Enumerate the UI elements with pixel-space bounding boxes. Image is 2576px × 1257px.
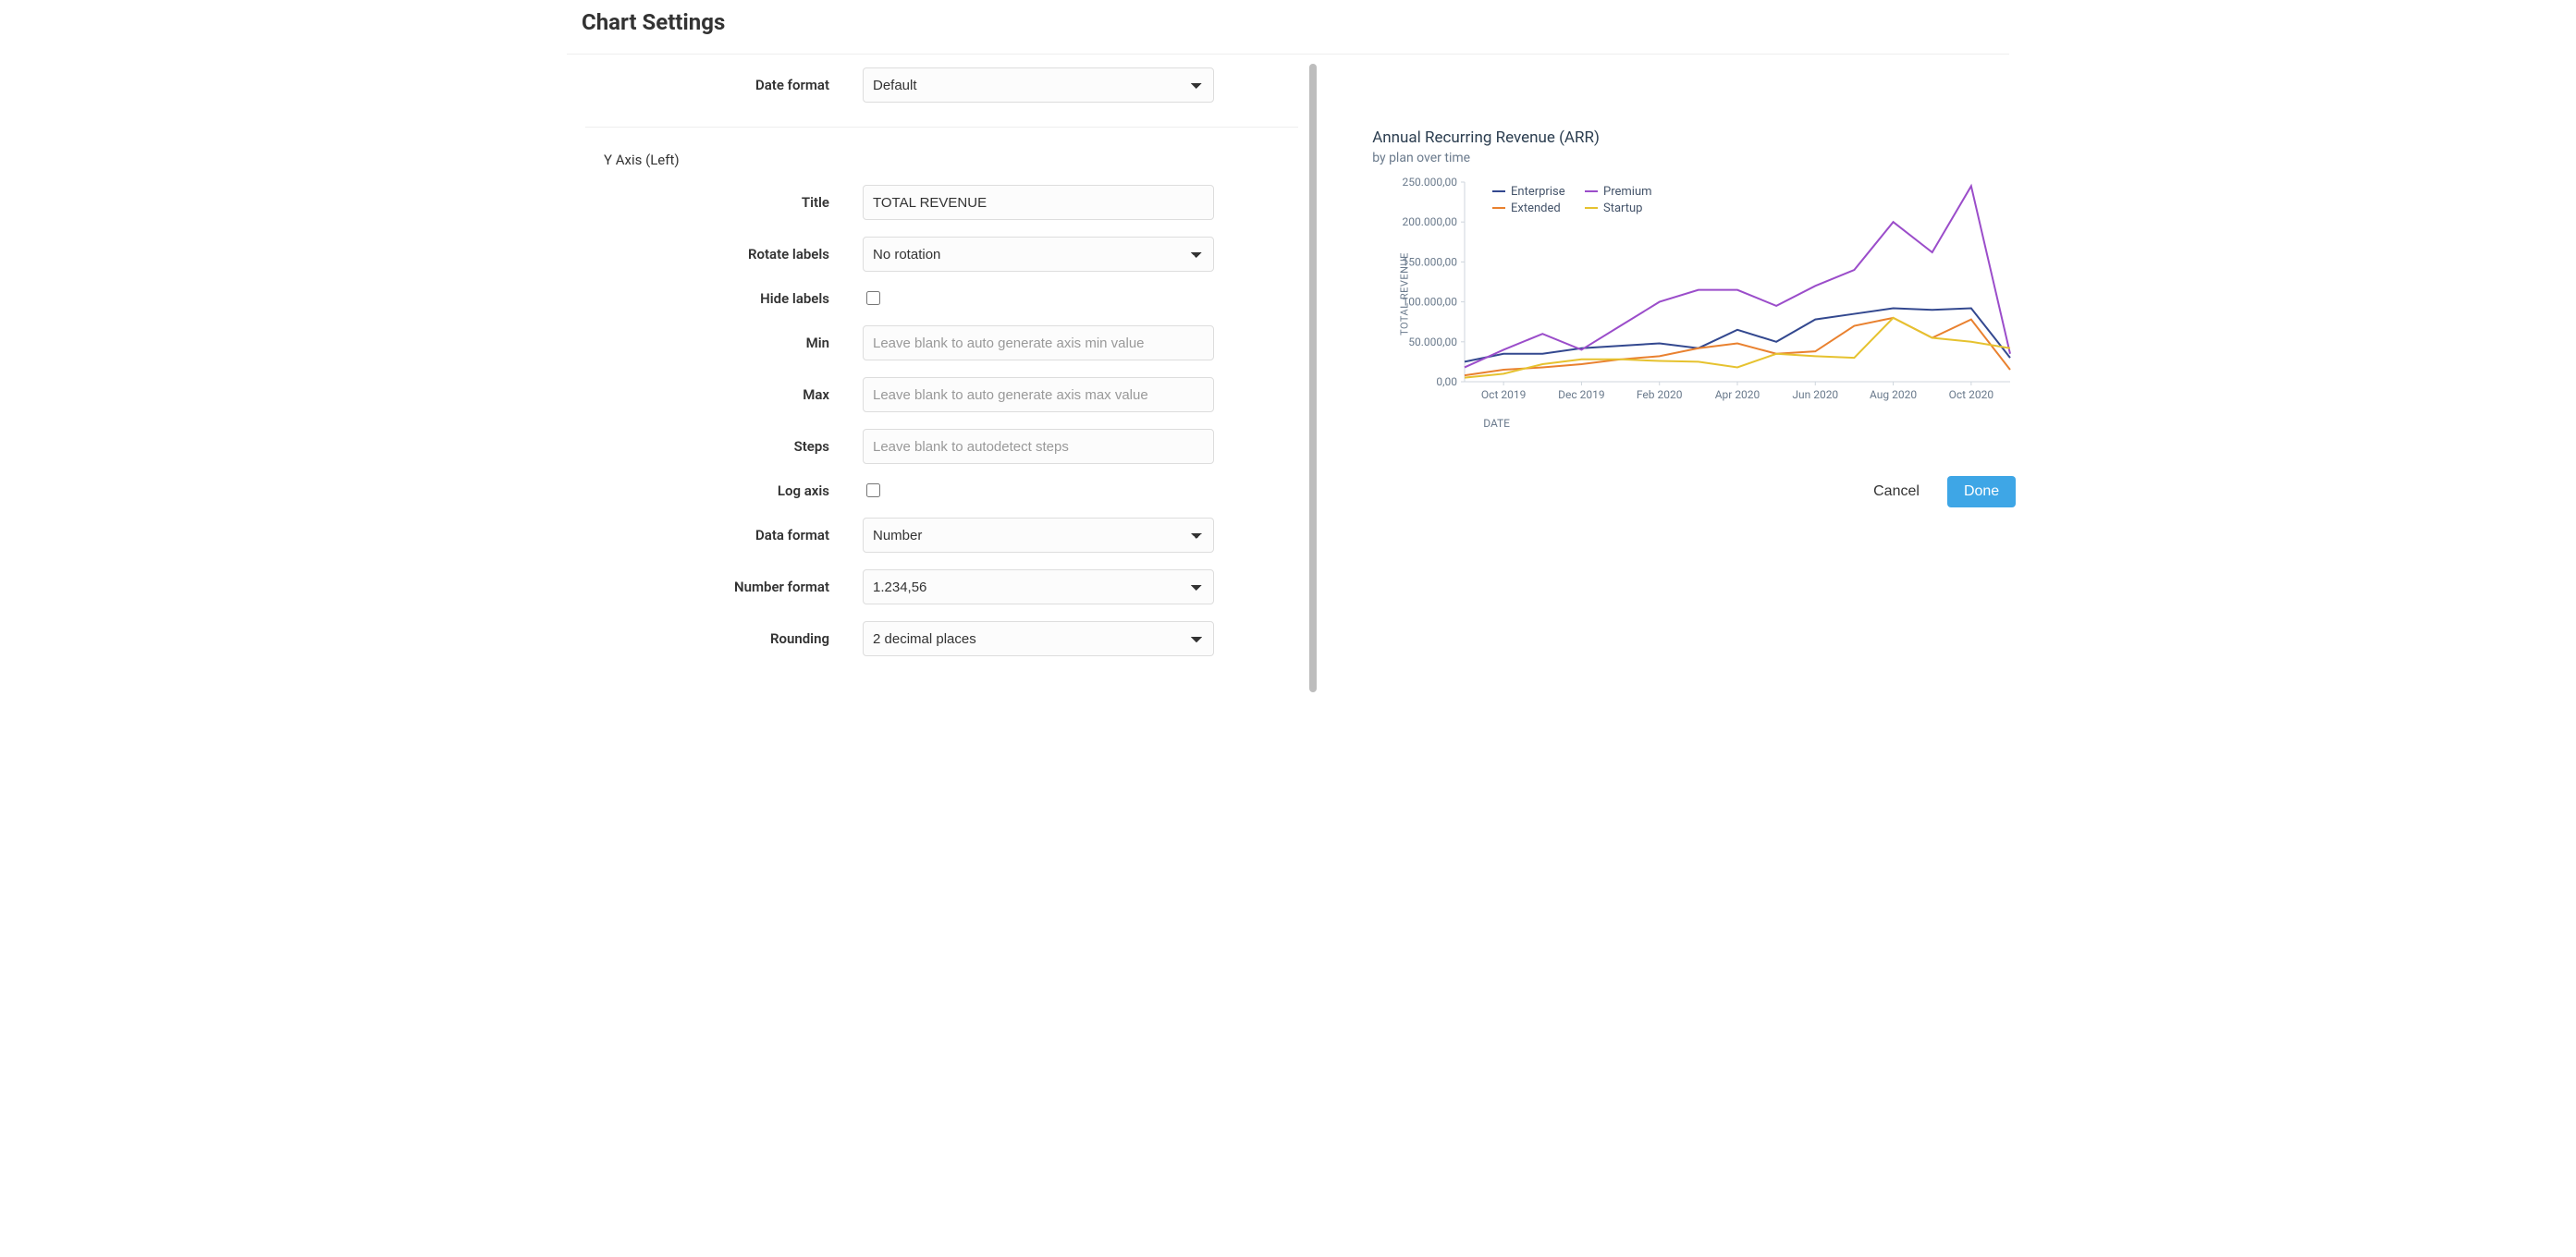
label-log-axis: Log axis bbox=[585, 482, 863, 499]
input-max[interactable] bbox=[863, 377, 1214, 412]
row-rotate-labels: Rotate labels No rotation bbox=[585, 237, 1298, 272]
checkbox-hide-labels[interactable] bbox=[866, 291, 880, 305]
checkbox-log-axis[interactable] bbox=[866, 483, 880, 497]
label-number-format: Number format bbox=[585, 579, 863, 595]
svg-text:250.000,00: 250.000,00 bbox=[1403, 177, 1458, 189]
cancel-button[interactable]: Cancel bbox=[1868, 482, 1925, 501]
row-rounding: Rounding 2 decimal places bbox=[585, 621, 1298, 656]
actions: Cancel Done bbox=[1372, 476, 2019, 507]
svg-text:200.000,00: 200.000,00 bbox=[1403, 215, 1458, 228]
input-min[interactable] bbox=[863, 325, 1214, 360]
label-data-format: Data format bbox=[585, 527, 863, 543]
svg-text:150.000,00: 150.000,00 bbox=[1403, 255, 1458, 268]
row-y-title: Title bbox=[585, 185, 1298, 220]
svg-text:100.000,00: 100.000,00 bbox=[1403, 296, 1458, 309]
row-hide-labels: Hide labels bbox=[585, 288, 1298, 309]
done-button[interactable]: Done bbox=[1947, 476, 2016, 507]
svg-text:Jun 2020: Jun 2020 bbox=[1793, 388, 1839, 401]
row-date-format: Date format Default bbox=[585, 67, 1298, 103]
svg-text:Feb 2020: Feb 2020 bbox=[1637, 388, 1683, 401]
preview-panel: Annual Recurring Revenue (ARR) by plan o… bbox=[1317, 55, 2038, 701]
select-data-format[interactable]: Number bbox=[863, 518, 1214, 553]
settings-panel: Date format Default Y Axis (Left) Title … bbox=[567, 55, 1317, 701]
select-number-format[interactable]: 1.234,56 bbox=[863, 569, 1214, 604]
chart-card: Annual Recurring Revenue (ARR) by plan o… bbox=[1372, 128, 2019, 507]
legend-label-enterprise: Enterprise bbox=[1511, 185, 1565, 199]
row-log-axis: Log axis bbox=[585, 481, 1298, 501]
row-data-format: Data format Number bbox=[585, 518, 1298, 553]
row-steps: Steps bbox=[585, 429, 1298, 464]
chart-subtitle: by plan over time bbox=[1372, 151, 2019, 165]
svg-text:0,00: 0,00 bbox=[1437, 375, 1458, 388]
select-rotate-labels[interactable]: No rotation bbox=[863, 237, 1214, 272]
input-y-title[interactable] bbox=[863, 185, 1214, 220]
series-startup bbox=[1465, 318, 2010, 378]
row-number-format: Number format 1.234,56 bbox=[585, 569, 1298, 604]
legend-label-premium: Premium bbox=[1603, 185, 1652, 199]
page-title: Chart Settings bbox=[582, 9, 1994, 35]
legend-label-extended: Extended bbox=[1511, 201, 1561, 215]
chart-x-axis-label: DATE bbox=[1483, 417, 2019, 430]
svg-text:Apr 2020: Apr 2020 bbox=[1715, 388, 1760, 401]
header: Chart Settings bbox=[567, 0, 2009, 55]
row-min: Min bbox=[585, 325, 1298, 360]
row-max: Max bbox=[585, 377, 1298, 412]
chart-svg: 0,00 50.000,00 100.000,00 150.000,00 200.000… bbox=[1372, 177, 2019, 408]
section-y-axis-left: Y Axis (Left) bbox=[585, 127, 1298, 168]
legend-label-startup: Startup bbox=[1603, 201, 1643, 215]
svg-text:50.000,00: 50.000,00 bbox=[1408, 336, 1457, 348]
select-date-format[interactable]: Default bbox=[863, 67, 1214, 103]
label-date-format: Date format bbox=[585, 77, 863, 93]
label-hide-labels: Hide labels bbox=[585, 290, 863, 307]
label-rounding: Rounding bbox=[585, 630, 863, 647]
label-y-title: Title bbox=[585, 194, 863, 211]
label-max: Max bbox=[585, 386, 863, 403]
chart-title: Annual Recurring Revenue (ARR) bbox=[1372, 128, 2019, 147]
label-min: Min bbox=[585, 335, 863, 351]
svg-text:Dec 2019: Dec 2019 bbox=[1558, 388, 1604, 401]
svg-text:Oct 2019: Oct 2019 bbox=[1481, 388, 1526, 401]
label-rotate-labels: Rotate labels bbox=[585, 246, 863, 262]
select-rounding[interactable]: 2 decimal places bbox=[863, 621, 1214, 656]
svg-text:Oct 2020: Oct 2020 bbox=[1949, 388, 1994, 401]
svg-text:Aug 2020: Aug 2020 bbox=[1870, 388, 1917, 401]
input-steps[interactable] bbox=[863, 429, 1214, 464]
label-steps: Steps bbox=[585, 438, 863, 455]
chart-y-axis-label: TOTAL REVENUE bbox=[1399, 252, 1411, 336]
scrollbar[interactable] bbox=[1309, 64, 1317, 692]
section-label-y-axis-left: Y Axis (Left) bbox=[585, 152, 863, 168]
